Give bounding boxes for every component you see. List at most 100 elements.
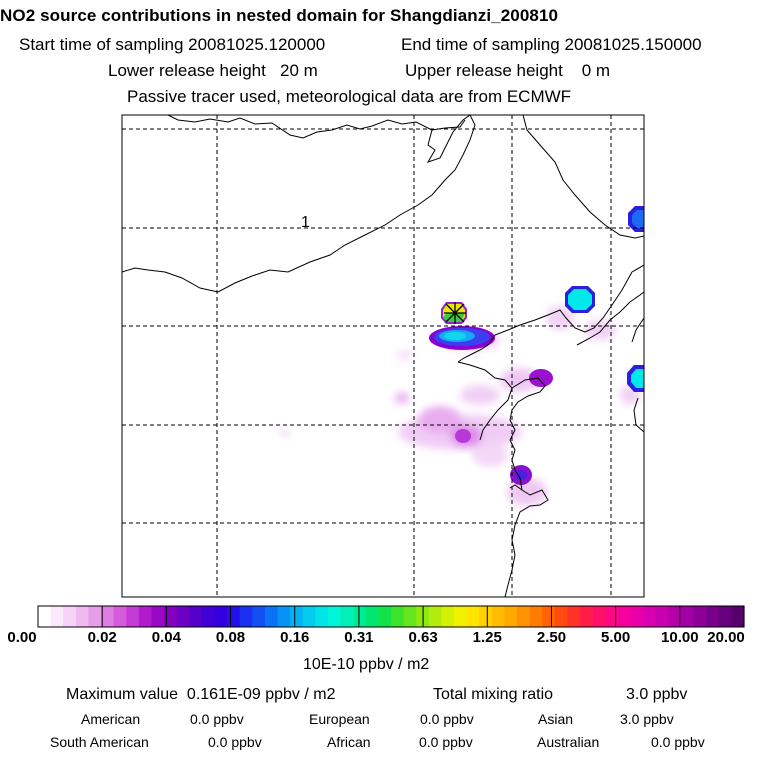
colorbar-swatch bbox=[517, 606, 531, 627]
lower-release-value: 20 m bbox=[280, 61, 318, 80]
graticule bbox=[122, 115, 644, 597]
colorbar-swatch bbox=[252, 606, 266, 627]
region-name: Asian bbox=[538, 711, 574, 727]
total-mixing-ratio-value: 3.0 ppbv bbox=[626, 686, 688, 703]
colorbar-swatch bbox=[391, 606, 405, 627]
colorbar-swatch bbox=[718, 606, 732, 627]
colorbar-units: 10E-10 ppbv / m2 bbox=[303, 656, 430, 673]
colorbar-swatch bbox=[290, 606, 304, 627]
colorbar-swatch bbox=[365, 606, 379, 627]
colorbar-swatch bbox=[88, 606, 102, 627]
colorbar-swatch bbox=[378, 606, 392, 627]
colorbar-swatch bbox=[592, 606, 606, 627]
maximum-value-label: Maximum value bbox=[66, 686, 179, 703]
plume-cyan bbox=[441, 206, 644, 392]
colorbar-swatch bbox=[680, 606, 695, 627]
colorbar-tick-label: 1.25 bbox=[472, 629, 502, 646]
plume-medium bbox=[429, 326, 553, 485]
region-name: American bbox=[81, 711, 141, 727]
colorbar-swatch bbox=[151, 606, 165, 627]
colorbar-swatch bbox=[491, 606, 506, 627]
colorbar bbox=[38, 606, 745, 627]
colorbar-swatch bbox=[113, 606, 127, 627]
colorbar-tick-label: 0.63 bbox=[408, 629, 438, 646]
colorbar-swatch bbox=[176, 606, 190, 627]
coastlines bbox=[122, 115, 644, 597]
colorbar-swatch bbox=[239, 606, 253, 627]
colorbar-swatch bbox=[479, 606, 493, 627]
colorbar-swatch bbox=[617, 606, 632, 627]
colorbar-swatch bbox=[693, 606, 707, 627]
region-value: 0.0 ppbv bbox=[190, 711, 244, 727]
colorbar-swatch bbox=[189, 606, 203, 627]
region-name: Australian bbox=[537, 734, 600, 750]
colorbar-swatch bbox=[668, 606, 682, 627]
start-time: Start time of sampling 20081025.120000 bbox=[19, 35, 325, 55]
tracer-note: Passive tracer used, meteorological data… bbox=[127, 87, 572, 106]
region-name: South American bbox=[50, 734, 149, 750]
colorbar-swatch bbox=[302, 606, 316, 627]
map-frame bbox=[121, 114, 645, 598]
colorbar-swatch bbox=[138, 606, 153, 627]
colorbar-tick-label: 20.00 bbox=[707, 629, 745, 646]
colorbar-tick-label: 0.31 bbox=[344, 629, 374, 646]
colorbar-swatch bbox=[340, 606, 354, 627]
region-value: 0.0 ppbv bbox=[208, 734, 262, 750]
colorbar-dividers bbox=[101, 606, 681, 627]
colorbar-tick-label: 0.00 bbox=[7, 629, 37, 646]
upper-release-label: Upper release height bbox=[405, 61, 563, 80]
colorbar-swatch bbox=[554, 606, 569, 627]
colorbar-swatch bbox=[643, 606, 657, 627]
lower-release-label: Lower release height bbox=[108, 61, 266, 80]
colorbar-swatch bbox=[504, 606, 518, 627]
colorbar-swatch bbox=[542, 606, 556, 627]
colorbar-swatch bbox=[277, 606, 291, 627]
colorbar-swatch bbox=[731, 606, 745, 627]
colorbar-swatch bbox=[63, 606, 77, 627]
plume-light bbox=[280, 306, 640, 506]
colorbar-swatch bbox=[227, 606, 241, 627]
colorbar-frame bbox=[37, 605, 745, 628]
end-time-value: 20081025.150000 bbox=[564, 35, 702, 54]
colorbar-swatch bbox=[214, 606, 228, 627]
colorbar-tick-label: 0.16 bbox=[280, 629, 310, 646]
colorbar-swatch bbox=[126, 606, 140, 627]
colorbar-swatch bbox=[327, 606, 342, 627]
colorbar-swatch bbox=[428, 606, 443, 627]
colorbar-swatch bbox=[38, 606, 52, 627]
maximum-value: Maximum value 0.161E-09 ppbv / m2 bbox=[66, 686, 335, 704]
upper-release-value: 0 m bbox=[581, 61, 611, 80]
colorbar-swatch bbox=[441, 606, 455, 627]
grid-label: 1 bbox=[301, 214, 310, 231]
colorbar-swatch bbox=[403, 606, 417, 627]
start-time-value: 20081025.120000 bbox=[188, 35, 326, 54]
colorbar-tick-label: 0.02 bbox=[87, 629, 117, 646]
colorbar-swatch bbox=[101, 606, 115, 627]
colorbar-swatch bbox=[454, 606, 468, 627]
map-area bbox=[122, 115, 644, 597]
asterisk-marker bbox=[444, 302, 466, 324]
region-value: 0.0 ppbv bbox=[419, 734, 473, 750]
colorbar-swatch bbox=[630, 606, 644, 627]
upper-release-height: Upper release height 0 m bbox=[405, 61, 610, 81]
end-time-label: End time of sampling bbox=[401, 35, 560, 54]
total-mixing-ratio-label: Total mixing ratio bbox=[433, 686, 554, 703]
colorbar-tick-label: 0.08 bbox=[215, 629, 246, 646]
colorbar-tick-label: 0.04 bbox=[151, 629, 181, 646]
region-name: European bbox=[309, 711, 370, 727]
region-value: 0.0 ppbv bbox=[651, 734, 705, 750]
colorbar-swatch bbox=[466, 606, 480, 627]
colorbar-swatch bbox=[315, 606, 329, 627]
colorbar-swatch bbox=[201, 606, 216, 627]
start-time-label: Start time of sampling bbox=[19, 35, 184, 54]
colorbar-swatch bbox=[353, 606, 367, 627]
colorbar-swatch bbox=[75, 606, 90, 627]
region-value: 3.0 ppbv bbox=[620, 711, 674, 727]
colorbar-tick-label: 10.00 bbox=[661, 629, 699, 646]
end-time: End time of sampling 20081025.150000 bbox=[401, 35, 702, 55]
colorbar-swatch bbox=[655, 606, 669, 627]
colorbar-swatch bbox=[605, 606, 619, 627]
colorbar-swatch bbox=[567, 606, 581, 627]
lower-release-height: Lower release height 20 m bbox=[108, 61, 318, 81]
colorbar-swatch bbox=[50, 606, 64, 627]
